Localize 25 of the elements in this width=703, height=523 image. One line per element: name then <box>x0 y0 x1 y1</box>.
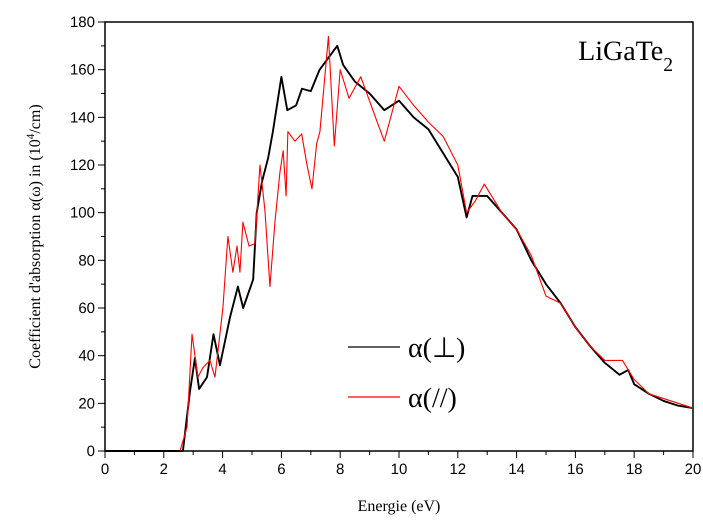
y-tick-label: 100 <box>70 204 95 222</box>
y-tick-label: 80 <box>78 252 95 270</box>
x-tick-label: 20 <box>684 461 702 478</box>
legend-label: α(⊥) <box>408 333 466 364</box>
x-tick-label: 0 <box>100 461 110 478</box>
legend-label: α(//) <box>408 383 457 414</box>
x-tick-label: 12 <box>449 461 466 478</box>
x-tick-label: 14 <box>508 461 525 478</box>
text: LiGaTe$_{2}$ <box>578 36 673 76</box>
x-axis-title: Energie (eV) <box>358 498 440 515</box>
x-tick-label: 18 <box>626 461 643 478</box>
x-tick-label: 2 <box>160 461 168 478</box>
y-tick-label: 120 <box>70 157 95 174</box>
y-tick-label: 40 <box>78 348 95 365</box>
y-tick-label: 140 <box>70 109 95 126</box>
y-tick-label: 180 <box>70 14 95 31</box>
x-tick-label: 16 <box>567 461 584 478</box>
x-tick-label: 4 <box>218 461 227 478</box>
y-tick-label: 20 <box>78 395 95 412</box>
x-tick-label: 10 <box>390 461 408 478</box>
y-tick-label: 160 <box>70 62 95 79</box>
x-tick-label: 8 <box>336 461 344 478</box>
y-tick-label: 60 <box>78 300 95 317</box>
y-tick-label: 0 <box>86 443 95 460</box>
x-tick-label: 6 <box>277 461 286 478</box>
